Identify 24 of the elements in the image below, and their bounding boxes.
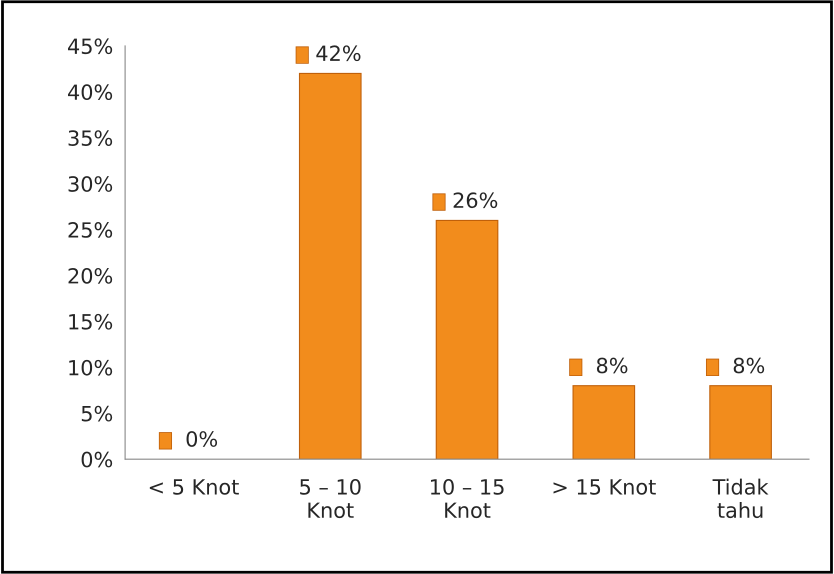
x-tick-label: Tidak tahu bbox=[712, 478, 768, 518]
x-tick-label: 10 – 15 Knot bbox=[430, 479, 504, 518]
bar bbox=[709, 385, 772, 460]
bar bbox=[572, 385, 636, 460]
data-label: 26% bbox=[454, 192, 498, 208]
x-tick-label: < 5 Knot bbox=[150, 479, 239, 495]
y-tick-label: 40% bbox=[68, 84, 112, 100]
y-tick-label: 15% bbox=[69, 314, 112, 330]
y-tick-label: 5% bbox=[82, 406, 112, 422]
data-label: 42% bbox=[316, 45, 360, 62]
y-tick-label: 20% bbox=[68, 268, 112, 284]
y-tick-label: 30% bbox=[68, 176, 112, 192]
data-label: 8% bbox=[734, 358, 764, 374]
y-tick-label: 35% bbox=[68, 130, 112, 146]
data-label: 0% bbox=[186, 431, 218, 447]
bar bbox=[298, 72, 362, 460]
x-tick-label: > 15 Knot bbox=[554, 479, 656, 495]
y-tick-label: 0% bbox=[82, 452, 112, 468]
data-label: 8% bbox=[596, 358, 628, 374]
y-tick-label: 10% bbox=[69, 360, 112, 376]
y-tick-label: 45% bbox=[68, 38, 112, 54]
y-tick-label: 25% bbox=[68, 222, 112, 238]
x-tick-label: 5 – 10 Knot bbox=[300, 479, 361, 518]
bar bbox=[436, 220, 498, 460]
